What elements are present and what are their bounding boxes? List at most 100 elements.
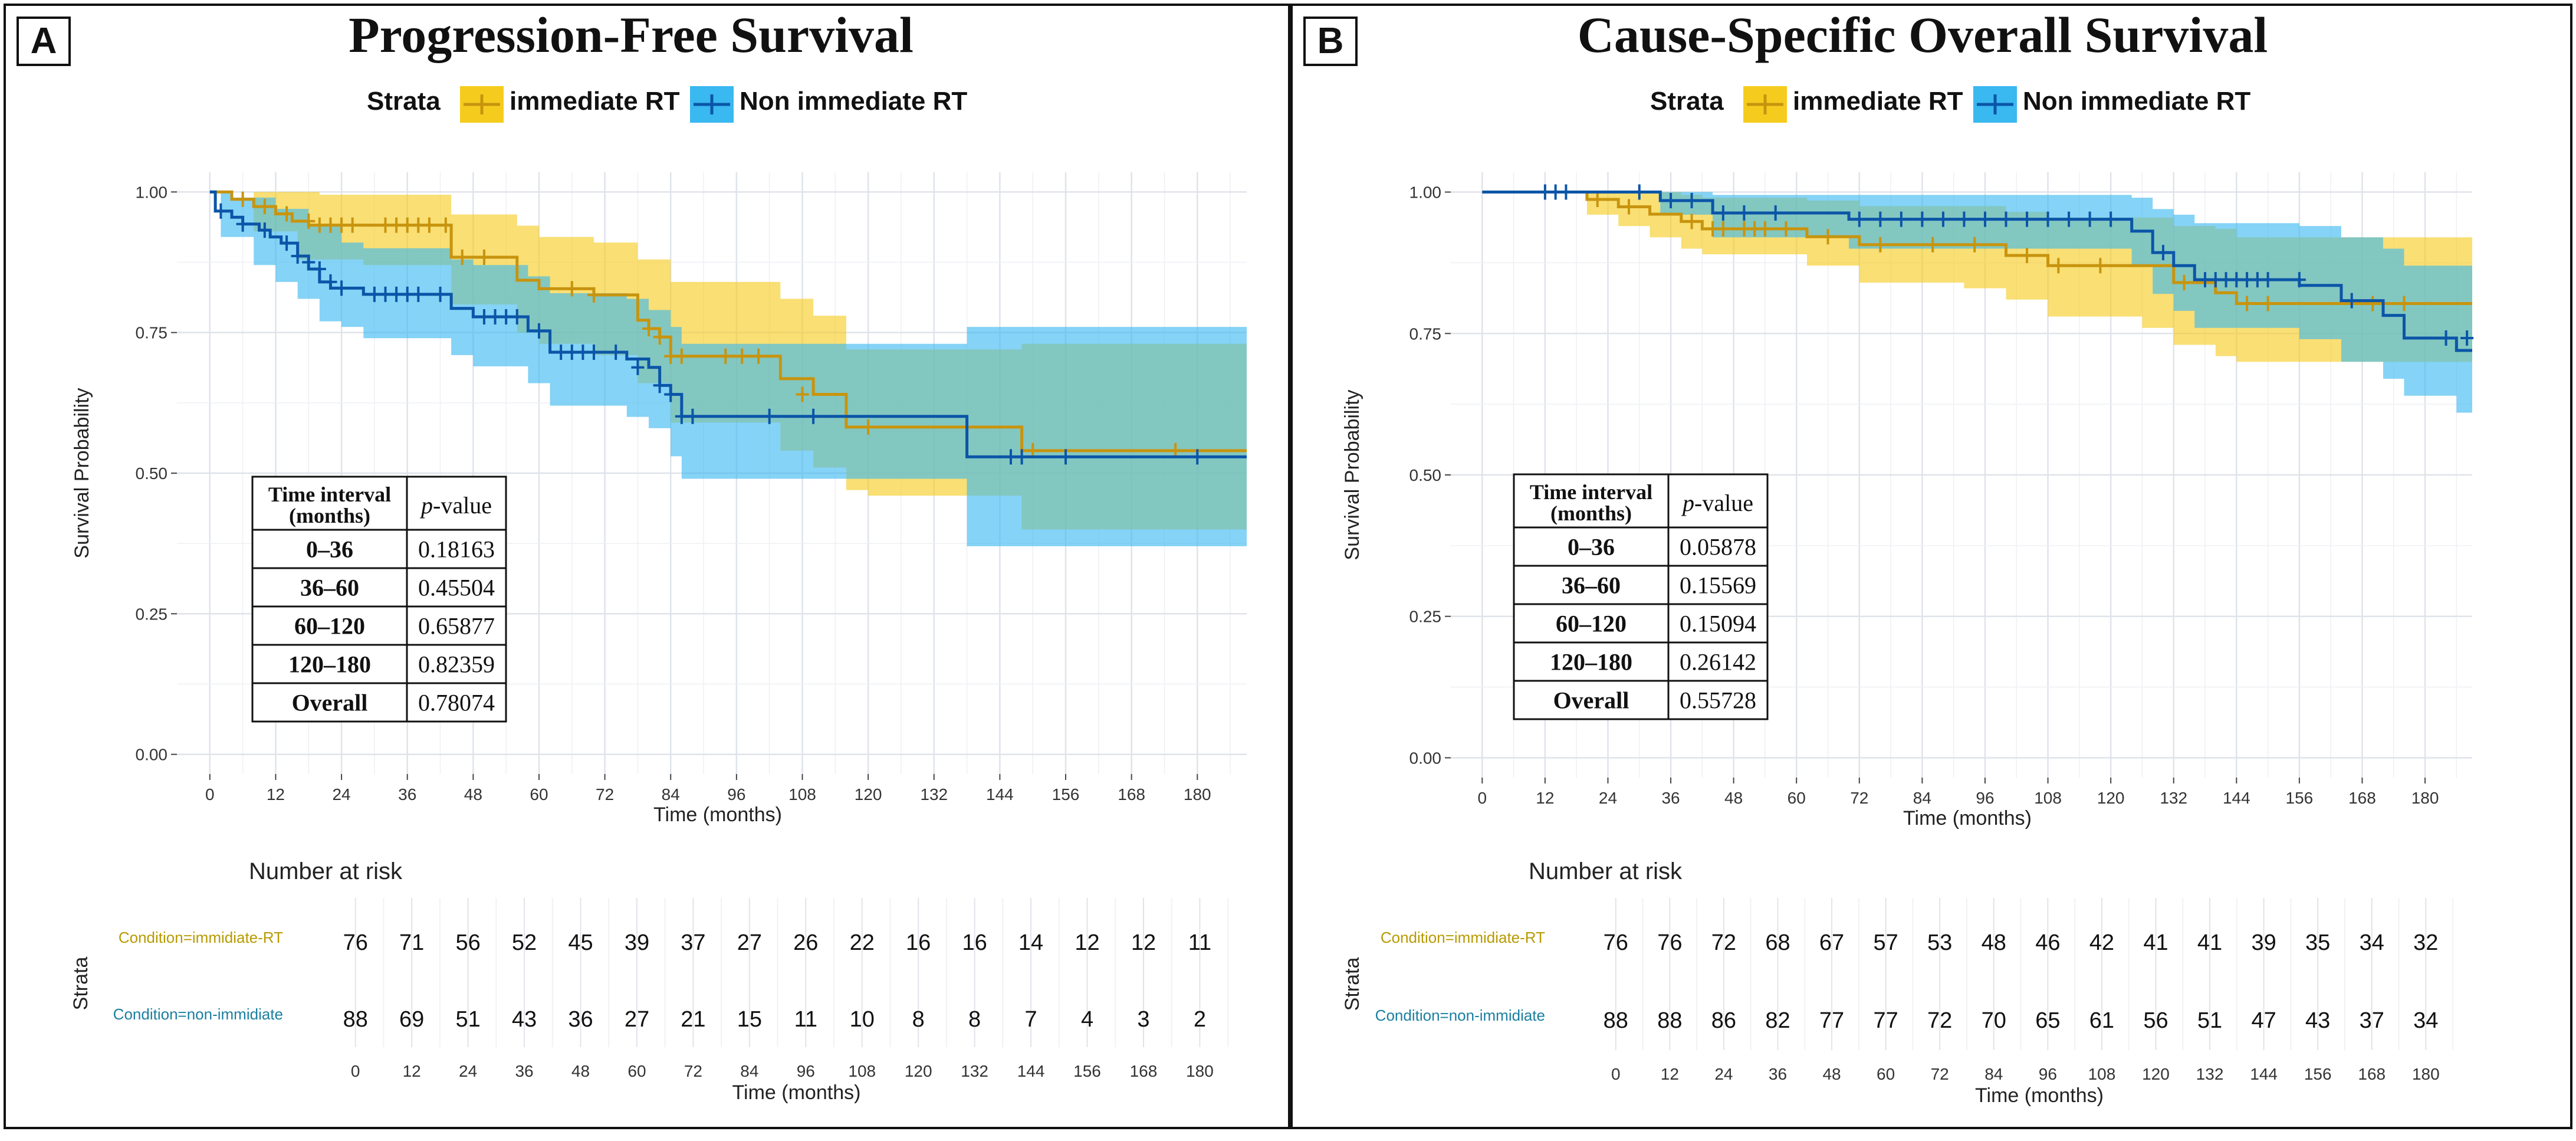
censor-mark-non-immediate (1632, 184, 1646, 200)
pvalue-table-header-interval: Time interval (268, 483, 391, 506)
risk-x-tick-label: 120 (2142, 1065, 2170, 1083)
censor-mark-immediate (346, 217, 359, 233)
censor-mark-non-immediate (1015, 449, 1029, 465)
pvalue-table-interval: 60–120 (1556, 611, 1627, 637)
risk-table-title: Number at risk (1529, 858, 1683, 884)
risk-x-tick-label: 144 (1017, 1062, 1045, 1080)
risk-count: 37 (2360, 1008, 2384, 1033)
risk-x-axis-title: Time (months) (1975, 1084, 2104, 1107)
risk-x-tick-label: 108 (2088, 1065, 2116, 1083)
ci-band-non-immediate (1482, 192, 2472, 413)
censor-mark-non-immediate (653, 378, 666, 394)
censor-mark-immediate (455, 249, 469, 265)
risk-count: 41 (2197, 930, 2222, 955)
x-tick-label: 132 (2160, 789, 2187, 807)
pfs-chart: Progression-Free Survival Strata immediate… (70, 6, 1247, 1104)
risk-count: 70 (1982, 1008, 2006, 1033)
x-tick-label: 156 (1052, 785, 1080, 804)
risk-count: 32 (2413, 930, 2438, 955)
pvalue-table-interval: 0–36 (306, 536, 353, 563)
risk-count: 67 (1819, 930, 1844, 955)
x-tick-label: 168 (2348, 789, 2376, 807)
censor-mark-immediate (642, 321, 656, 337)
risk-x-tick-label: 60 (627, 1062, 646, 1080)
legend-title: Strata (367, 87, 441, 116)
censor-mark-non-immediate (1894, 211, 1908, 227)
pvalue-table-value: 0.65877 (418, 613, 495, 640)
risk-x-tick-label: 24 (1714, 1065, 1733, 1083)
risk-x-tick-label: 0 (1611, 1065, 1621, 1083)
risk-count: 27 (625, 1007, 649, 1032)
pvalue-table-frame (1513, 473, 1769, 720)
censor-mark-immediate (439, 217, 452, 233)
y-tick-label: 0.00 (1409, 749, 1442, 767)
censor-mark-non-immediate (609, 345, 623, 360)
censor-mark-non-immediate (433, 286, 447, 302)
pvalue-table-interval: Overall (1553, 687, 1629, 714)
censor-mark-immediate (796, 386, 809, 402)
censor-mark-non-immediate (313, 261, 326, 277)
risk-x-tick-label: 12 (1661, 1065, 1679, 1083)
risk-count: 72 (1927, 1008, 1952, 1033)
censor-mark-non-immediate (1769, 205, 1782, 221)
censor-mark-immediate (675, 348, 688, 364)
chart-title: Cause-Specific Overall Survival (1578, 6, 2268, 63)
censor-mark-non-immediate (1852, 211, 1866, 227)
pvalue-p-italic: p (1681, 490, 1694, 516)
censor-mark-non-immediate (2261, 272, 2275, 288)
x-tick-label: 144 (986, 785, 1014, 804)
risk-count: 7 (1025, 1007, 1037, 1032)
censor-mark-non-immediate (335, 280, 349, 296)
censor-mark-immediate (2397, 296, 2411, 312)
x-tick-label: 108 (788, 785, 816, 804)
risk-x-tick-label: 36 (515, 1062, 533, 1080)
risk-count: 47 (2251, 1008, 2276, 1033)
censor-mark-non-immediate (280, 235, 294, 251)
censor-mark-immediate (1716, 221, 1730, 237)
risk-count: 61 (2089, 1008, 2114, 1033)
pvalue-table-header-months: (months) (1550, 501, 1632, 525)
risk-x-tick-label: 36 (1769, 1065, 1787, 1083)
risk-count: 76 (1604, 930, 1628, 955)
censor-mark-non-immediate (686, 408, 699, 424)
risk-count: 69 (399, 1007, 424, 1032)
censor-mark-immediate (2094, 258, 2107, 274)
censor-mark-immediate (2177, 274, 2191, 290)
censor-mark-non-immediate (302, 254, 316, 270)
censor-mark-immediate (324, 217, 337, 233)
censor-mark-non-immediate (532, 323, 546, 339)
censor-mark-non-immediate (324, 274, 337, 290)
risk-x-tick-label: 84 (1984, 1065, 2003, 1083)
censor-mark-immediate (335, 217, 349, 233)
x-tick-label: 0 (1478, 789, 1487, 807)
censor-mark-immediate (587, 287, 600, 303)
y-axis-title: Survival Probability (71, 388, 93, 558)
risk-count: 16 (962, 930, 987, 955)
risk-count: 68 (1765, 930, 1790, 955)
censor-mark-immediate (2020, 247, 2034, 263)
censor-mark-non-immediate (1915, 211, 1929, 227)
x-tick-label: 24 (1599, 789, 1617, 807)
risk-count: 42 (2089, 930, 2114, 955)
legend: Strata immediate RT Non immediate RT (367, 86, 967, 123)
risk-x-tick-label: 132 (961, 1062, 988, 1080)
risk-count: 12 (1075, 930, 1099, 955)
risk-count: 36 (568, 1007, 593, 1032)
risk-x-tick-label: 60 (1877, 1065, 1895, 1083)
censor-mark-immediate (422, 217, 436, 233)
pvalue-table-header-interval: Time interval (1530, 480, 1652, 504)
risk-count: 76 (343, 930, 368, 955)
panel-letter-b: B (1303, 17, 1358, 66)
censor-mark-immediate (302, 213, 316, 229)
censor-mark-non-immediate (477, 309, 491, 324)
risk-count: 77 (1873, 1008, 1898, 1033)
censor-mark-immediate (390, 217, 403, 233)
risk-x-tick-label: 48 (571, 1062, 590, 1080)
censor-mark-non-immediate (1936, 211, 1950, 227)
censor-mark-non-immediate (1999, 211, 2013, 227)
censor-mark-non-immediate (1059, 449, 1073, 465)
pvalue-p-italic: p (419, 492, 433, 519)
y-tick-label: 0.75 (136, 324, 168, 342)
censor-mark-non-immediate (631, 359, 645, 375)
censor-mark-immediate (1758, 221, 1772, 237)
